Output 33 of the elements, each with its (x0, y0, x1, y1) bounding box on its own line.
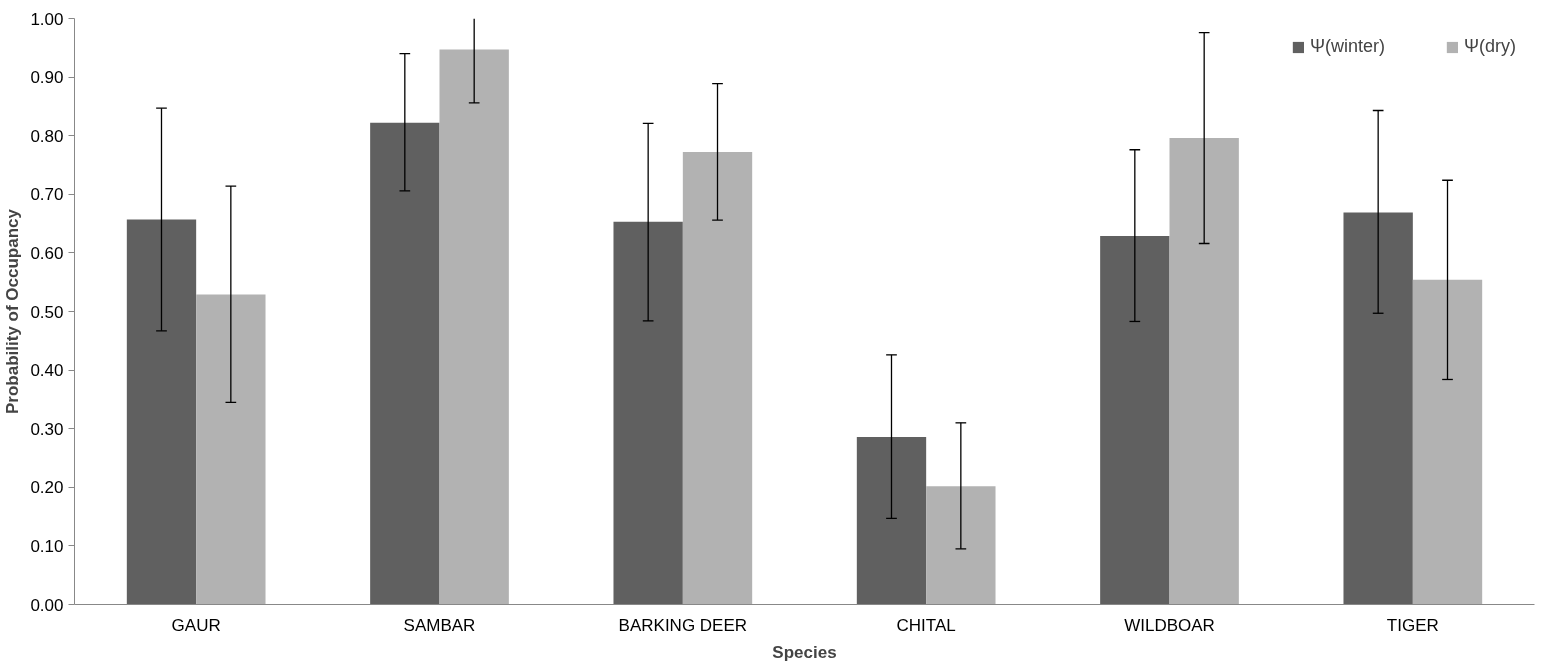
bar (439, 49, 509, 605)
x-tick-label: SAMBAR (403, 615, 476, 635)
y-tick-label: 0.00 (30, 595, 64, 615)
legend-label: Ψ(winter) (1309, 36, 1385, 57)
x-tick-label: GAUR (171, 615, 221, 635)
y-axis-title: Probability of Occupancy (3, 208, 23, 414)
bar (856, 436, 927, 605)
y-tick-label: 0.10 (30, 536, 64, 556)
bar (682, 152, 753, 605)
x-tick-label: WILDBOAR (1124, 615, 1215, 635)
bar (370, 122, 440, 605)
y-tick-label: 0.50 (30, 302, 64, 322)
bar (1100, 235, 1170, 605)
y-tick-label: 1.00 (30, 9, 64, 29)
bar (126, 219, 197, 605)
y-tick-label: 0.30 (30, 419, 64, 439)
legend-label: Ψ(dry) (1463, 36, 1516, 57)
x-axis-title: Species (772, 642, 837, 662)
x-tick-label: CHITAL (896, 615, 956, 635)
y-tick-label: 0.40 (30, 361, 64, 381)
y-tick-label: 0.90 (30, 68, 64, 88)
bar (1412, 279, 1483, 605)
bar (1169, 138, 1239, 605)
x-tick-label: TIGER (1386, 615, 1439, 635)
x-tick-label: BARKING DEER (618, 615, 748, 635)
y-tick-label: 0.60 (30, 243, 64, 263)
bar (1343, 212, 1413, 605)
bar (926, 486, 996, 605)
bar (196, 294, 266, 605)
y-tick-label: 0.20 (30, 478, 64, 498)
bar (613, 221, 683, 605)
y-tick-label: 0.80 (30, 126, 64, 146)
y-tick-label: 0.70 (30, 185, 64, 205)
